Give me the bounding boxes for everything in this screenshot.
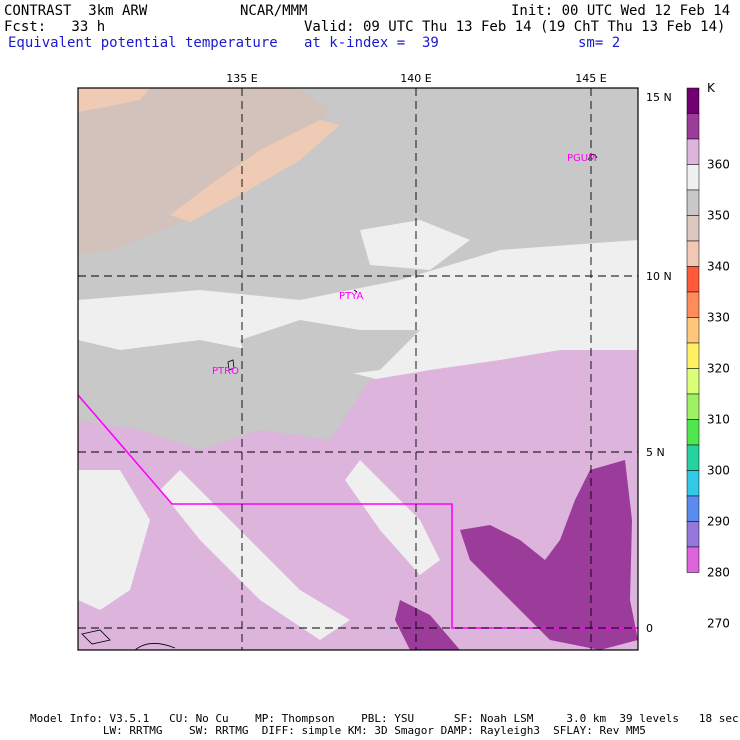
colorbar-swatch bbox=[686, 342, 700, 369]
colorbar-tick-label: 290 bbox=[707, 515, 730, 529]
forecast-hour: Fcst: 33 h bbox=[4, 19, 106, 35]
colorbar-swatch bbox=[686, 266, 700, 293]
model-info-line1: Model Info: V3.5.1 CU: No Cu MP: Thompso… bbox=[30, 712, 739, 725]
coastline-1 bbox=[81, 629, 111, 645]
purple-patch-south bbox=[395, 600, 460, 650]
colorbar-swatch bbox=[686, 546, 700, 573]
lat-label: 15 N bbox=[646, 91, 672, 104]
colorbar-swatch bbox=[686, 495, 700, 522]
grey-patch-1 bbox=[240, 320, 420, 380]
colorbar-swatch bbox=[686, 444, 700, 471]
lon-label: 135 E bbox=[226, 72, 257, 85]
org-label: NCAR/MMM bbox=[240, 3, 308, 19]
light-region-middle bbox=[78, 240, 638, 380]
colorbar-swatch bbox=[686, 419, 700, 446]
colorbar bbox=[686, 87, 700, 573]
light-patch-1 bbox=[360, 220, 470, 270]
init-time: Init: 00 UTC Wed 12 Feb 14 bbox=[511, 3, 731, 19]
coastline-2 bbox=[134, 643, 176, 651]
map-panel bbox=[78, 88, 638, 650]
colorbar-tick-label: 300 bbox=[707, 464, 730, 478]
colorbar-labels: 360 350 340 330 320 310 300 290 280 270 bbox=[707, 158, 730, 631]
island-yap bbox=[353, 289, 358, 293]
colorbar-tick-label: 330 bbox=[707, 311, 730, 325]
map-figure: 135 E 140 E 145 E 15 N 10 N 5 N 0 PGUM P… bbox=[77, 72, 730, 651]
level-info: at k-index = 39 bbox=[304, 35, 439, 51]
model-info-line2: LW: RRTMG SW: RRTMG DIFF: simple KM: 3D … bbox=[30, 724, 646, 737]
colorbar-swatch bbox=[686, 368, 700, 395]
colorbar-swatch bbox=[686, 113, 700, 140]
colorbar-tick-label: 310 bbox=[707, 413, 730, 427]
station-label-ptro: PTRO bbox=[212, 366, 239, 377]
station-label-pgum: PGUM bbox=[567, 153, 597, 164]
colorbar-swatch bbox=[686, 317, 700, 344]
colorbar-tick-label: 360 bbox=[707, 158, 730, 172]
colorbar-tick-label: 350 bbox=[707, 209, 730, 223]
colorbar-swatch bbox=[686, 521, 700, 548]
light-streak-south bbox=[160, 470, 350, 640]
station-label-ptya: PTYA bbox=[339, 291, 363, 302]
colorbar-unit: K bbox=[707, 81, 716, 95]
colorbar-swatch bbox=[686, 393, 700, 420]
lat-label: 0 bbox=[646, 622, 653, 635]
purple-region-southeast bbox=[460, 460, 638, 650]
valid-time: Valid: 09 UTC Thu 13 Feb 14 (19 ChT Thu … bbox=[304, 19, 726, 35]
colorbar-swatch bbox=[686, 87, 700, 114]
colorbar-tick-label: 340 bbox=[707, 260, 730, 274]
colorbar-tick-label: 320 bbox=[707, 362, 730, 376]
map-frame bbox=[77, 87, 639, 651]
island-guam bbox=[587, 154, 598, 161]
model-title: CONTRAST 3km ARW bbox=[4, 3, 148, 19]
smoothing-info: sm= 2 bbox=[578, 35, 621, 51]
graticule bbox=[78, 88, 638, 650]
colorbar-swatch bbox=[686, 138, 700, 165]
colorbar-tick-label: 270 bbox=[707, 617, 730, 631]
colorbar-swatch bbox=[686, 291, 700, 318]
colorbar-swatch bbox=[686, 215, 700, 242]
colorbar-tick-label: 280 bbox=[707, 566, 730, 580]
light-patch-west bbox=[78, 470, 150, 610]
colorbar-swatch bbox=[686, 240, 700, 267]
colorbar-swatch bbox=[686, 470, 700, 497]
lat-label: 10 N bbox=[646, 270, 672, 283]
lon-label: 140 E bbox=[400, 72, 431, 85]
colorbar-swatch bbox=[686, 164, 700, 191]
warm-band-north bbox=[170, 120, 340, 222]
lat-label: 5 N bbox=[646, 446, 665, 459]
field-name: Equivalent potential temperature bbox=[8, 35, 278, 51]
lon-label: 145 E bbox=[575, 72, 606, 85]
warm-corner bbox=[78, 88, 150, 112]
tan-region-north bbox=[78, 88, 330, 255]
colorbar-swatch bbox=[686, 189, 700, 216]
island-palau bbox=[227, 359, 235, 371]
